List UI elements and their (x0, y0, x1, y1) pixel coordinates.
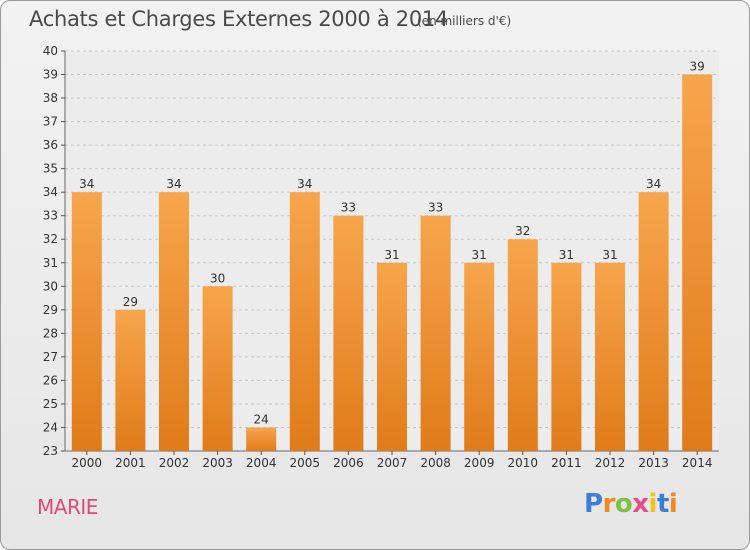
x-tick-label: 2003 (202, 456, 233, 470)
bar-value-label: 34 (79, 177, 94, 191)
bar-value-label: 29 (123, 295, 138, 309)
logo-letter: i (648, 489, 658, 519)
bar-value-label: 31 (384, 248, 399, 262)
x-tick-label: 2004 (246, 456, 277, 470)
y-tick-label: 30 (43, 279, 58, 293)
x-tick-label: 2011 (551, 456, 582, 470)
bar-2006 (333, 215, 364, 451)
y-tick-label: 24 (43, 420, 58, 434)
x-tick-label: 2002 (159, 456, 190, 470)
bar-value-label: 34 (166, 177, 181, 191)
axes (64, 51, 719, 452)
y-tick-label: 25 (43, 397, 58, 411)
bar-value-label: 33 (341, 201, 356, 215)
y-tick-label: 28 (43, 326, 58, 340)
y-tick-label: 26 (43, 373, 58, 387)
logo-letter: i (668, 489, 678, 519)
bar-value-label: 24 (254, 412, 269, 426)
bar-value-label: 31 (472, 248, 487, 262)
x-tick-label: 2012 (595, 456, 626, 470)
x-tick-label: 2005 (290, 456, 321, 470)
y-tick-label: 40 (43, 44, 58, 58)
x-tick-label: 2000 (72, 456, 103, 470)
logo-letter: t (656, 489, 669, 519)
logo-letter: r (602, 489, 616, 519)
bar-value-label: 39 (690, 60, 705, 74)
bar-2007 (377, 262, 407, 451)
y-tick-label: 29 (43, 303, 58, 317)
proxiti-logo: Proxiti (584, 489, 678, 519)
bar-value-label: 33 (428, 201, 443, 215)
y-tick-label: 33 (43, 209, 58, 223)
bar-2011 (551, 262, 582, 451)
y-tick-label: 34 (43, 185, 58, 199)
bar-2004 (246, 427, 277, 451)
chart-title: Achats et Charges Externes 2000 à 2014 (29, 7, 449, 31)
location-label: MARIE (37, 495, 98, 519)
bar-2003 (202, 286, 233, 451)
x-tick-label: 2001 (115, 456, 146, 470)
x-tick-label: 2014 (682, 456, 713, 470)
y-tick-label: 27 (43, 350, 58, 364)
bar-value-label: 31 (602, 248, 617, 262)
y-tick-label: 39 (43, 68, 58, 82)
bar-value-label: 30 (210, 271, 225, 285)
logo-letter: o (614, 489, 633, 519)
logo-letter: P (584, 489, 603, 519)
bar-2005 (289, 192, 320, 452)
x-tick-label: 2008 (420, 456, 451, 470)
chart-subtitle: (en milliers d'€) (417, 14, 512, 28)
y-tick-label: 32 (43, 232, 58, 246)
x-tick-label: 2006 (333, 456, 364, 470)
bar-2013 (638, 192, 669, 452)
x-tick-label: 2007 (377, 456, 408, 470)
bar-2000 (71, 192, 102, 452)
x-tick-label: 2010 (508, 456, 539, 470)
x-tick-label: 2013 (638, 456, 669, 470)
bar-2014 (682, 74, 713, 451)
bar-2010 (507, 239, 538, 451)
y-tick-label: 36 (43, 138, 58, 152)
x-tick-label: 2009 (464, 456, 495, 470)
y-tick-label: 37 (43, 115, 58, 129)
bar-2001 (115, 309, 146, 451)
y-tick-label: 23 (43, 444, 58, 458)
logo-letter: x (632, 489, 649, 519)
y-tick-label: 31 (43, 256, 58, 270)
y-tick-label: 38 (43, 91, 58, 105)
bar-2008 (420, 215, 451, 451)
y-tick-label: 35 (43, 162, 58, 176)
bar-2009 (464, 262, 495, 451)
bar-2002 (159, 192, 189, 452)
bar-value-label: 34 (297, 177, 312, 191)
bar-value-label: 31 (559, 248, 574, 262)
bar-2012 (595, 262, 625, 451)
bar-value-label: 34 (646, 177, 661, 191)
bar-value-label: 32 (515, 224, 530, 238)
